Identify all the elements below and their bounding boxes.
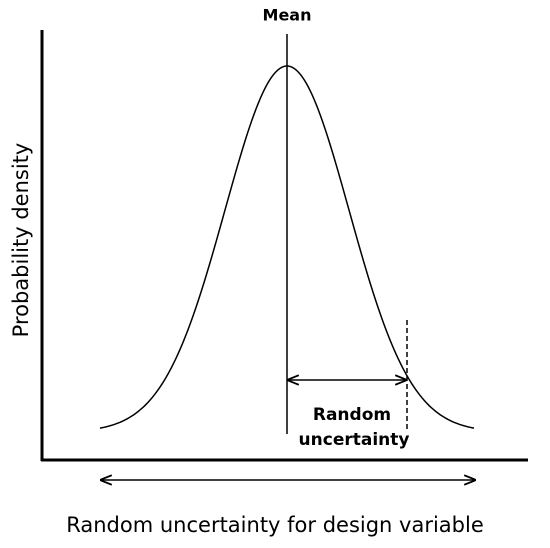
mean-label: Mean [263,6,312,25]
x-axis-label: Random uncertainty for design variable [66,513,484,537]
y-axis-label: Probability density [9,143,33,338]
annotation: Random [313,405,391,425]
annotation: uncertainty [299,430,410,450]
